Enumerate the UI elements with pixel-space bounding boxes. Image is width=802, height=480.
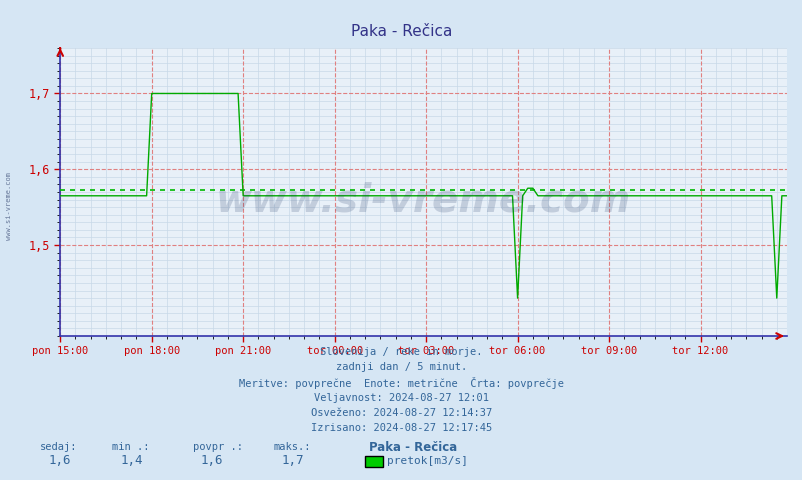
Text: Veljavnost: 2024-08-27 12:01: Veljavnost: 2024-08-27 12:01 [314,393,488,403]
Text: sedaj:: sedaj: [40,443,78,452]
Text: Osveženo: 2024-08-27 12:14:37: Osveženo: 2024-08-27 12:14:37 [310,408,492,418]
Text: www.si-vreme.com: www.si-vreme.com [6,172,12,240]
Text: maks.:: maks.: [273,443,310,452]
Text: Paka - Rečica: Paka - Rečica [369,441,457,454]
Text: 1,6: 1,6 [200,454,223,468]
Text: pretok[m3/s]: pretok[m3/s] [387,456,468,466]
Text: Slovenija / reke in morje.: Slovenija / reke in morje. [320,347,482,357]
Text: Izrisano: 2024-08-27 12:17:45: Izrisano: 2024-08-27 12:17:45 [310,423,492,433]
Text: povpr .:: povpr .: [192,443,242,452]
Text: Paka - Rečica: Paka - Rečica [350,24,452,39]
Text: 1,7: 1,7 [281,454,303,468]
Text: min .:: min .: [112,443,150,452]
Text: zadnji dan / 5 minut.: zadnji dan / 5 minut. [335,362,467,372]
Text: Meritve: povprečne  Enote: metrične  Črta: povprečje: Meritve: povprečne Enote: metrične Črta:… [239,377,563,389]
Text: www.si-vreme.com: www.si-vreme.com [216,181,630,220]
Text: 1,6: 1,6 [48,454,71,468]
Text: 1,4: 1,4 [120,454,143,468]
